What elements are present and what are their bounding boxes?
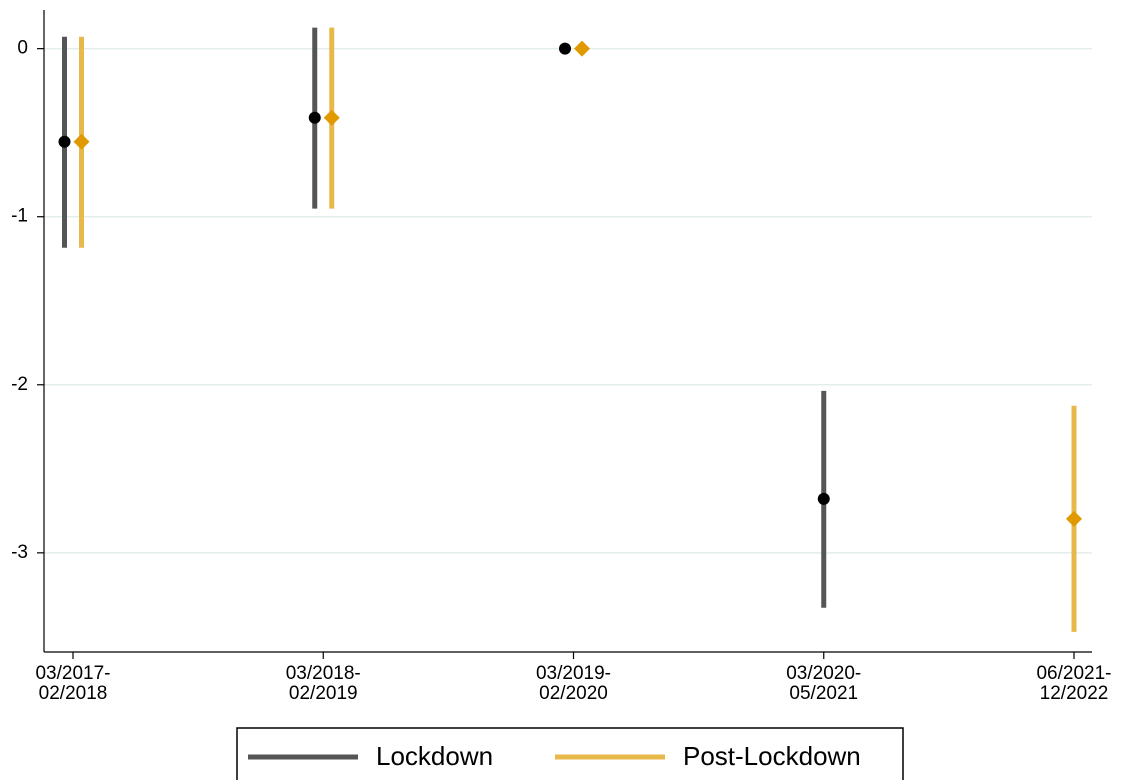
legend-box (236, 727, 904, 780)
point (308, 111, 321, 124)
x-tick-label: 02/2020 (539, 683, 608, 704)
point (574, 40, 590, 57)
x-tick-label: 06/2021- (1036, 663, 1111, 684)
legend-label: Lockdown (376, 741, 493, 771)
x-tick-label: 05/2021 (789, 683, 858, 704)
y-tick-label: -2 (11, 374, 28, 395)
x-tick-label: 02/2018 (39, 683, 108, 704)
point (323, 109, 340, 126)
point (73, 133, 90, 150)
point (559, 42, 571, 55)
point (1066, 510, 1082, 527)
y-tick-label: -1 (11, 206, 28, 227)
x-tick-label: 03/2018- (286, 663, 361, 684)
x-tick-label: 03/2019- (536, 663, 611, 684)
x-tick-label: 12/2022 (1040, 683, 1109, 704)
x-tick-label: 03/2020- (786, 663, 861, 684)
legend-label: Post-Lockdown (683, 741, 861, 771)
point (58, 135, 71, 148)
point (817, 492, 830, 505)
x-tick-label: 02/2019 (289, 683, 358, 704)
x-tick-label: 03/2017- (35, 663, 110, 684)
y-tick-label: -3 (11, 542, 28, 563)
y-tick-label: 0 (17, 38, 28, 59)
